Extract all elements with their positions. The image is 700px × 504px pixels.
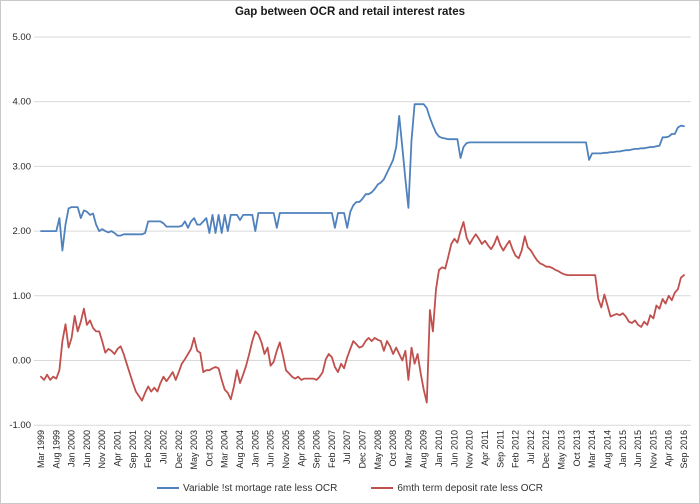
x-tick-label: Feb 2007 — [327, 430, 337, 468]
x-tick-label: Sep 2011 — [495, 430, 505, 468]
x-tick-label: Mar 1999 — [36, 430, 46, 468]
x-tick-label: Jun 2015 — [633, 430, 643, 467]
x-tick-label: Oct 2008 — [388, 430, 398, 467]
y-tick-label: 0.00 — [13, 356, 32, 367]
x-tick-label: Jan 2000 — [67, 430, 77, 467]
x-tick-label: Jun 2005 — [266, 430, 276, 467]
x-tick-label: Jul 2012 — [526, 430, 536, 464]
x-tick-label: Nov 2010 — [465, 430, 475, 469]
legend-label-deposit: 6mth term deposit rate less OCR — [397, 482, 543, 494]
x-tick-label: Sep 2016 — [679, 430, 689, 469]
y-tick-label: 3.00 — [13, 161, 32, 172]
x-tick-label: Feb 2012 — [511, 430, 521, 468]
series-line-mortgage — [40, 103, 685, 252]
x-tick-label: May 2008 — [373, 430, 383, 470]
legend-line-marker-deposit — [371, 486, 394, 490]
series-line-deposit — [40, 221, 685, 404]
x-tick-label: Apr 2001 — [113, 430, 123, 467]
legend-line-marker-mortgage — [157, 486, 180, 490]
x-tick-label: Dec 2002 — [174, 430, 184, 469]
x-tick-label: Feb 2002 — [143, 430, 153, 468]
x-tick-label: Mar 2004 — [220, 430, 230, 468]
x-tick-label: Oct 2013 — [572, 430, 582, 467]
y-tick-label: 5.00 — [13, 32, 32, 43]
x-tick-label: Apr 2016 — [664, 430, 674, 467]
x-tick-label: Nov 2015 — [648, 430, 658, 469]
x-tick-label: Mar 2009 — [403, 430, 413, 468]
x-tick-label: Dec 2007 — [358, 430, 368, 469]
x-tick-label: Nov 2005 — [281, 430, 291, 469]
chart-title: Gap between OCR and retail interest rate… — [234, 6, 466, 18]
x-tick-label: Mar 2014 — [587, 430, 597, 468]
x-tick-label: Aug 2004 — [235, 430, 245, 469]
x-tick-label: Jul 2002 — [159, 430, 169, 464]
x-tick-label: Nov 2000 — [97, 430, 107, 469]
legend-label-mortgage: Variable !st mortage rate less OCR — [183, 482, 338, 494]
x-tick-label: Jun 2010 — [449, 430, 459, 467]
y-tick-label: -1.00 — [9, 420, 31, 431]
legend-item-deposit-rate: 6mth term deposit rate less OCR — [371, 483, 543, 494]
y-tick-label: 4.00 — [13, 97, 32, 108]
x-tick-label: May 2003 — [189, 430, 199, 470]
x-tick-label: Sep 2006 — [312, 430, 322, 469]
x-tick-label: Dec 2012 — [541, 430, 551, 469]
chart-legend: Variable !st mortage rate less OCR 6mth … — [1, 479, 699, 497]
x-tick-label: Oct 2003 — [204, 430, 214, 467]
x-tick-label: Jun 2000 — [82, 430, 92, 467]
x-tick-label: Jan 2015 — [618, 430, 628, 467]
x-tick-label: May 2013 — [557, 430, 567, 470]
x-tick-label: Aug 2009 — [419, 430, 429, 469]
x-tick-label: Jan 2010 — [434, 430, 444, 467]
x-tick-label: Jan 2005 — [250, 430, 260, 467]
x-tick-label: Apr 2011 — [480, 430, 490, 466]
y-tick-label: 1.00 — [13, 291, 32, 302]
x-tick-label: Jul 2007 — [342, 430, 352, 464]
x-tick-label: Apr 2006 — [296, 430, 306, 467]
x-tick-label: Aug 1999 — [51, 430, 61, 469]
legend-item-mortgage-rate: Variable !st mortage rate less OCR — [157, 483, 337, 494]
x-tick-label: Sep 2001 — [128, 430, 138, 469]
y-tick-label: 2.00 — [13, 226, 32, 237]
x-tick-label: Aug 2014 — [603, 430, 613, 469]
